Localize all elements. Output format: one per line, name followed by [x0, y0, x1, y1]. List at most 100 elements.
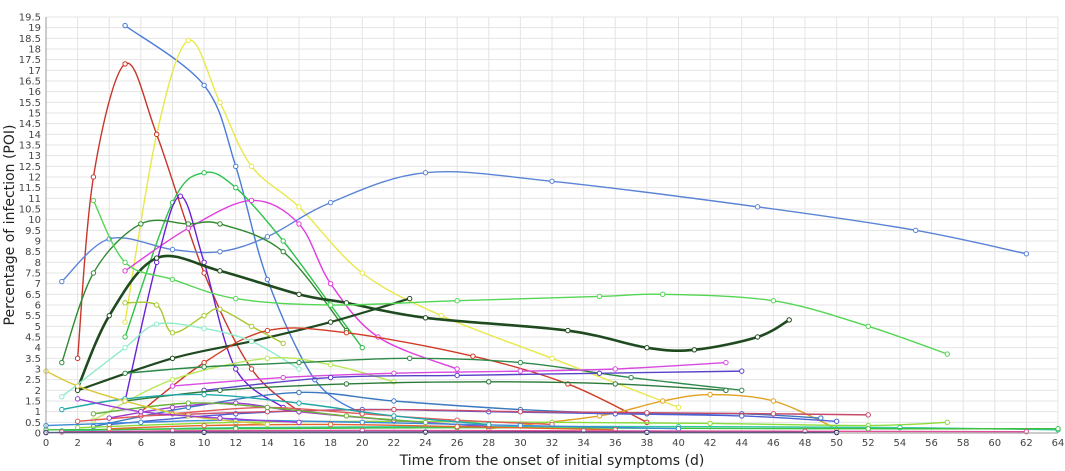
data-point [865, 426, 871, 432]
series-16 [122, 355, 745, 394]
series-4 [59, 170, 1030, 285]
data-point [185, 225, 192, 231]
data-point [233, 366, 239, 372]
y-tick-label: 5 [35, 322, 41, 333]
series-14 [59, 321, 302, 400]
data-point [865, 412, 871, 418]
x-tick-label: 64 [1052, 438, 1065, 449]
data-point [454, 366, 460, 372]
y-tick-label: 8 [35, 258, 41, 269]
data-point [153, 259, 160, 266]
data-point [122, 300, 128, 306]
y-tick-label: 16.5 [19, 77, 41, 88]
y-tick-label: 3 [35, 365, 41, 376]
y-tick-label: 6.5 [25, 290, 41, 301]
x-tick-label: 44 [735, 438, 748, 449]
series-line [61, 322, 300, 398]
y-tick-label: 17.5 [19, 55, 41, 66]
data-point [517, 422, 524, 429]
data-point [296, 366, 302, 372]
data-point [90, 174, 97, 180]
data-point [486, 379, 492, 385]
data-point [122, 22, 128, 29]
data-point [739, 387, 745, 394]
data-point [391, 413, 397, 419]
y-tick-label: 10 [28, 215, 41, 226]
data-point [185, 400, 192, 406]
data-point [770, 398, 777, 404]
data-point [185, 221, 192, 227]
data-point [470, 353, 476, 359]
series-29 [43, 417, 682, 432]
y-tick-label: 8.5 [25, 247, 41, 258]
data-point [264, 276, 271, 283]
data-point [201, 170, 207, 176]
series-line [124, 199, 458, 370]
y-tick-label: 2.5 [25, 375, 41, 386]
data-point [177, 193, 184, 199]
data-point [454, 298, 460, 304]
data-point [280, 374, 286, 381]
series-2 [122, 37, 682, 411]
x-tick-label: 12 [229, 438, 242, 449]
data-point [628, 374, 634, 381]
y-tick-label: 18 [28, 45, 41, 56]
y-tick-label: 4.5 [25, 333, 41, 344]
series-13 [138, 327, 650, 426]
x-tick-label: 16 [293, 438, 306, 449]
data-point [233, 295, 239, 302]
data-point [153, 321, 160, 327]
data-point [248, 338, 255, 344]
y-tick-label: 13 [28, 151, 41, 162]
axes: Time from the onset of initial symptoms … [2, 13, 1064, 470]
data-point [169, 383, 176, 389]
data-point [201, 325, 207, 332]
data-point [422, 315, 429, 321]
data-point [201, 359, 207, 366]
series-32 [90, 400, 429, 426]
data-point [201, 429, 207, 436]
series-8 [59, 219, 350, 366]
data-point [106, 426, 112, 432]
data-point [169, 276, 176, 283]
data-point [169, 376, 176, 383]
data-point [201, 82, 207, 88]
y-tick-label: 11 [28, 194, 41, 205]
data-point [59, 406, 65, 413]
series-10 [74, 295, 413, 394]
data-point [122, 61, 128, 67]
data-point [90, 411, 97, 417]
data-point [944, 351, 951, 357]
series-line [61, 393, 490, 426]
data-point [122, 268, 128, 274]
x-tick-label: 58 [957, 438, 970, 449]
y-tick-label: 19 [28, 23, 41, 34]
y-tick-label: 1.5 [25, 397, 41, 408]
data-point [264, 421, 271, 428]
series-line [61, 171, 1028, 283]
x-tick-label: 62 [1020, 438, 1033, 449]
data-point [201, 312, 207, 319]
data-point [217, 387, 223, 394]
y-tick-label: 0.5 [25, 418, 41, 429]
series-line [76, 398, 300, 424]
series-line [108, 423, 616, 431]
data-point [438, 312, 445, 319]
data-point [644, 429, 650, 436]
data-point [833, 418, 840, 424]
x-tick-label: 40 [672, 438, 685, 449]
data-point [359, 419, 365, 426]
data-point [217, 99, 223, 106]
data-point [201, 270, 207, 276]
data-point [406, 295, 413, 302]
data-point [153, 131, 160, 138]
data-point [122, 334, 128, 340]
data-point [296, 419, 302, 426]
x-tick-label: 6 [138, 438, 144, 449]
x-tick-label: 36 [609, 438, 622, 449]
data-point [565, 327, 571, 334]
x-tick-label: 34 [577, 438, 590, 449]
data-point [343, 381, 350, 387]
data-point [74, 355, 81, 362]
data-point [296, 400, 302, 406]
